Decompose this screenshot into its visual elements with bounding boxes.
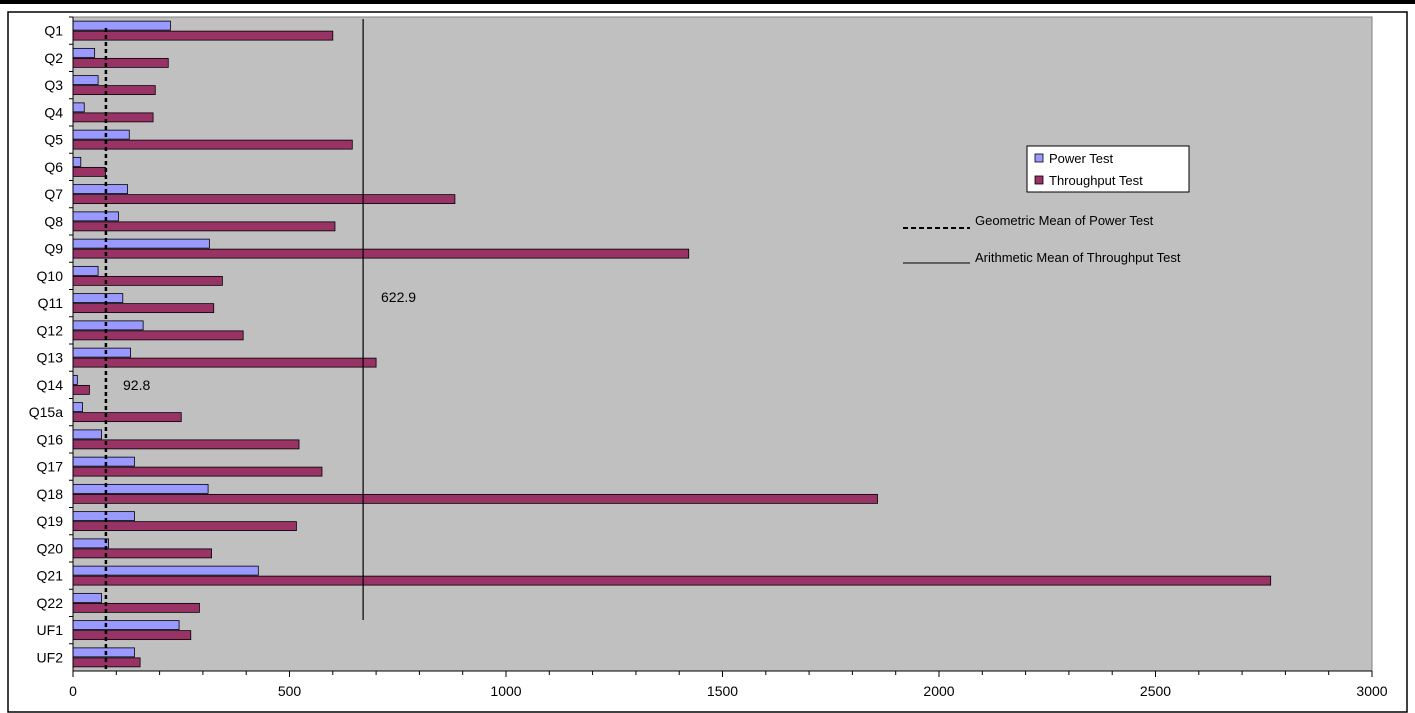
bar-throughput-test xyxy=(72,248,690,259)
bar-power-test xyxy=(72,511,135,522)
bar-throughput-test xyxy=(72,575,1272,586)
bar-power-test xyxy=(72,211,119,222)
bar-throughput-test xyxy=(72,166,106,177)
x-tick-label: 2000 xyxy=(923,683,954,699)
bar-throughput-test xyxy=(72,493,878,504)
legend-label-throughput: Throughput Test xyxy=(1049,173,1143,188)
y-tick-label: Q5 xyxy=(44,132,63,148)
bar-throughput-test xyxy=(72,275,223,286)
x-tick-label: 0 xyxy=(69,683,77,699)
bar-power-test xyxy=(72,75,99,86)
bar-power-test xyxy=(72,293,124,304)
x-tick-label: 500 xyxy=(278,683,302,699)
y-tick-label: Q11 xyxy=(38,295,64,311)
bar-throughput-test xyxy=(72,85,156,96)
bar-power-test xyxy=(72,102,85,113)
bar-power-test xyxy=(72,402,83,413)
y-tick-label: Q14 xyxy=(37,377,64,393)
y-tick-label: Q17 xyxy=(37,459,64,475)
bar-throughput-test xyxy=(72,221,336,232)
bar-throughput-test xyxy=(72,630,192,641)
bar-power-test xyxy=(72,184,128,195)
bar-power-test xyxy=(72,265,99,276)
bar-power-test xyxy=(72,429,102,440)
y-tick-label: Q12 xyxy=(37,322,64,338)
y-tick-label: Q3 xyxy=(44,77,63,93)
legend-label-arithmetic: Arithmetic Mean of Throughput Test xyxy=(975,250,1181,265)
x-tick-label: 2500 xyxy=(1140,683,1171,699)
y-tick-label: Q10 xyxy=(37,268,64,284)
bar-power-test xyxy=(72,592,102,603)
y-tick-label: Q16 xyxy=(37,431,64,447)
y-tick-label: Q7 xyxy=(44,186,63,202)
y-tick-label: Q2 xyxy=(44,50,63,66)
bar-throughput-test xyxy=(72,466,323,477)
bar-throughput-test xyxy=(72,384,90,395)
bar-throughput-test xyxy=(72,303,215,314)
y-tick-label: Q22 xyxy=(37,595,64,611)
legend-swatch-power xyxy=(1034,153,1044,163)
x-tick-label: 3000 xyxy=(1356,683,1387,699)
bar-throughput-test xyxy=(72,330,244,341)
bar-power-test xyxy=(72,156,82,167)
x-tick-label: 1000 xyxy=(490,683,521,699)
y-tick-label: Q8 xyxy=(44,213,63,229)
bar-power-test xyxy=(72,20,171,31)
y-tick-label: Q9 xyxy=(44,241,63,257)
bar-throughput-test xyxy=(72,412,182,423)
bar-power-test xyxy=(72,483,209,494)
bar-throughput-test xyxy=(72,30,334,41)
bar-throughput-test xyxy=(72,139,353,150)
legend-label-geometric: Geometric Mean of Power Test xyxy=(975,213,1154,228)
y-tick-label: Q19 xyxy=(37,513,64,529)
bar-throughput-test xyxy=(72,112,154,123)
bar-power-test xyxy=(72,647,135,658)
geometric-mean-label: 92.8 xyxy=(123,377,150,393)
bar-throughput-test xyxy=(72,194,456,205)
bar-power-test xyxy=(72,620,180,631)
x-tick-label: 1500 xyxy=(707,683,738,699)
bar-throughput-test xyxy=(72,602,200,613)
bar-power-test xyxy=(72,320,144,331)
y-tick-label: Q15a xyxy=(29,404,63,420)
y-tick-label: Q4 xyxy=(44,104,63,120)
legend-label-power: Power Test xyxy=(1049,151,1113,166)
bar-power-test xyxy=(72,538,109,549)
y-tick-label: Q21 xyxy=(37,568,64,584)
bar-power-test xyxy=(72,47,96,58)
bar-power-test xyxy=(72,129,130,140)
top-border xyxy=(0,0,1415,4)
y-tick-label: Q18 xyxy=(37,486,64,502)
bar-power-test xyxy=(72,238,210,249)
bar-power-test xyxy=(72,456,135,467)
y-tick-label: Q20 xyxy=(37,540,64,556)
y-tick-label: UF2 xyxy=(37,649,64,665)
bar-throughput-test xyxy=(72,357,377,368)
bar-throughput-test xyxy=(72,548,212,559)
arithmetic-mean-label: 622.9 xyxy=(381,289,416,305)
bar-power-test xyxy=(72,374,78,385)
y-tick-label: UF1 xyxy=(37,622,64,638)
bar-power-test xyxy=(72,565,259,576)
bar-throughput-test xyxy=(72,57,169,68)
plot-area xyxy=(72,16,1373,672)
bar-power-test xyxy=(72,347,131,358)
outer-border xyxy=(7,11,1408,713)
legend-box xyxy=(1026,145,1190,193)
y-tick-label: Q6 xyxy=(44,159,63,175)
y-tick-label: Q1 xyxy=(44,23,63,39)
legend-swatch-throughput xyxy=(1034,175,1044,185)
y-tick-label: Q13 xyxy=(37,350,64,366)
